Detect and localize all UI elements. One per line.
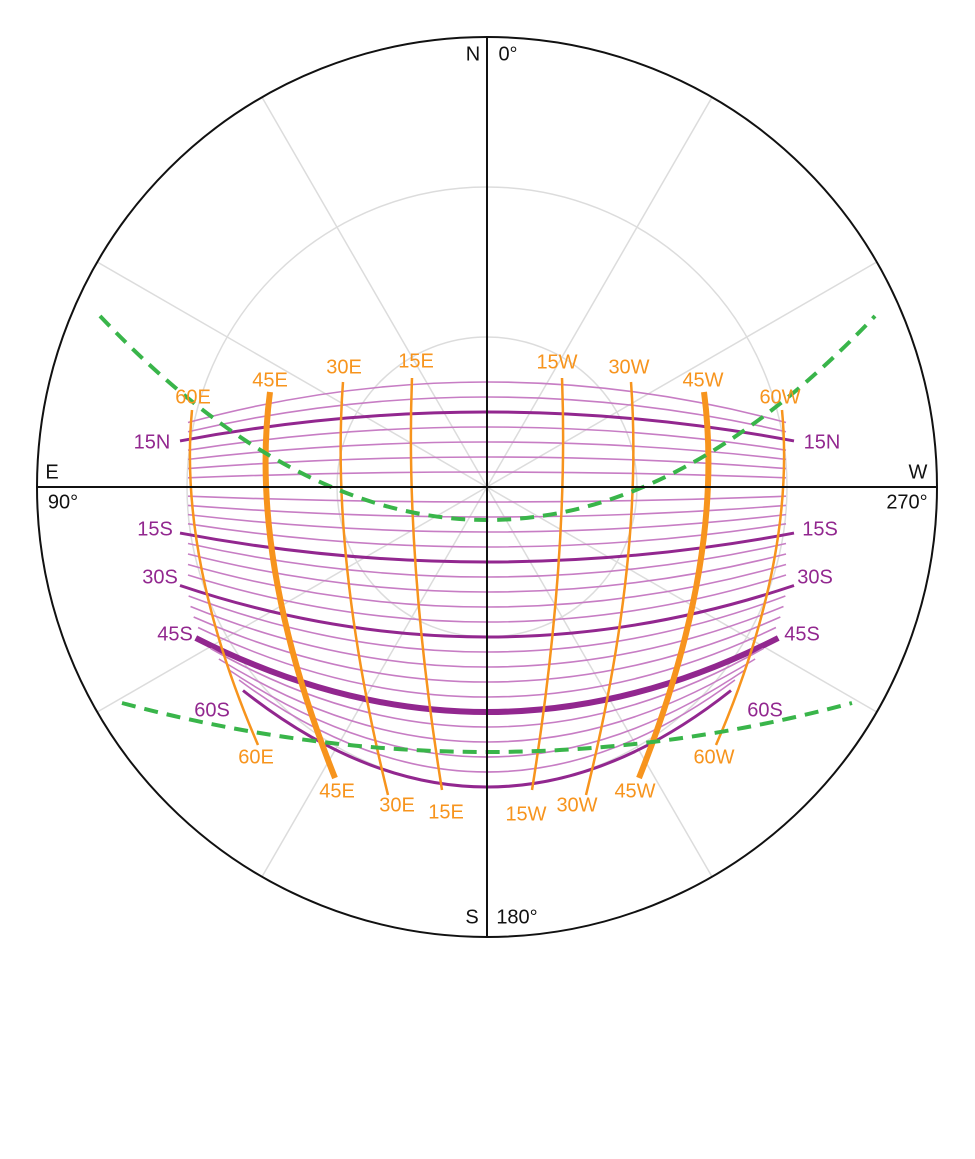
compass-label: E [45, 461, 58, 483]
hour-curve [714, 409, 786, 746]
hour-curve [409, 377, 444, 791]
declination-label: 15S [802, 518, 838, 540]
compass-label: W [909, 461, 928, 483]
declination-label: 45S [784, 623, 820, 645]
declination-label: 60S [194, 699, 230, 721]
hour-label: 45E [319, 780, 355, 802]
horizon [36, 36, 938, 938]
compass-degrees: 180° [496, 906, 537, 928]
hour-label: 15E [398, 350, 434, 372]
hour-curve [188, 409, 260, 746]
hour-curve [636, 391, 712, 780]
hour-label: 15W [536, 351, 577, 373]
hour-label: 60W [759, 386, 800, 408]
hour-curve [262, 391, 338, 780]
hour-label: 30W [556, 794, 597, 816]
compass-label: N [466, 43, 480, 65]
declination-label: 15N [804, 431, 841, 453]
hour-label: 30E [326, 356, 362, 378]
hour-label: 45W [614, 780, 655, 802]
hour-label: 60W [693, 746, 734, 768]
declination-label: 45S [157, 623, 193, 645]
hour-label: 60E [175, 386, 211, 408]
compass-degrees: 90° [48, 491, 78, 513]
declination-label: 30S [797, 566, 833, 588]
declination-label: 30S [142, 566, 178, 588]
compass-label: S [465, 906, 478, 928]
hour-label: 45W [682, 369, 723, 391]
hour-label: 60E [238, 746, 274, 768]
hour-label: 30E [379, 794, 415, 816]
compass-degrees: 0° [498, 43, 517, 65]
hour-curve [530, 377, 565, 791]
hour-label: 15E [428, 801, 464, 823]
declination-label: 15N [134, 431, 171, 453]
hour-curve [584, 381, 635, 796]
hour-label: 15W [505, 803, 546, 825]
hour-curve [339, 381, 390, 796]
declination-label: 60S [747, 699, 783, 721]
declination-label: 15S [137, 518, 173, 540]
compass-degrees: 270° [886, 491, 927, 513]
hour-label: 30W [608, 356, 649, 378]
hour-curves [188, 377, 786, 796]
hour-label: 45E [252, 369, 288, 391]
